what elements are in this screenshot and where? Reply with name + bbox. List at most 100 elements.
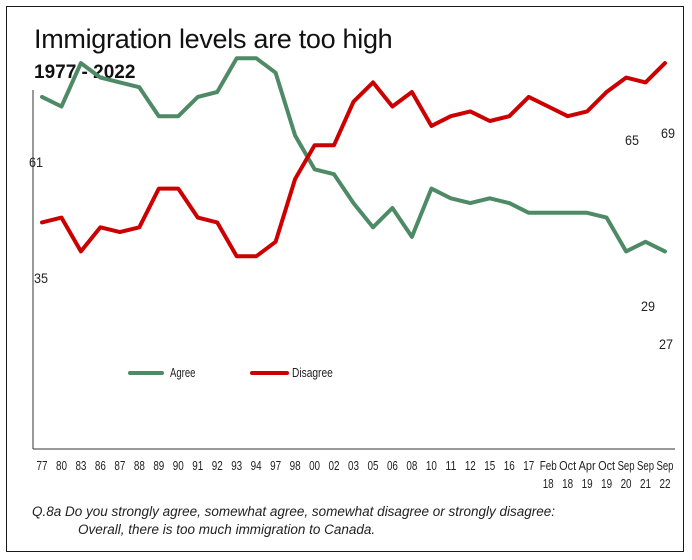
x-tick-label: 18 bbox=[543, 477, 554, 491]
disagree-data-point bbox=[313, 143, 316, 147]
x-tick-label: Sep bbox=[637, 459, 654, 473]
x-tick-label: 94 bbox=[251, 459, 262, 473]
agree-data-point bbox=[507, 201, 511, 205]
agree-data-point bbox=[137, 85, 141, 89]
disagree-data-point bbox=[254, 254, 258, 258]
x-tick-label: 12 bbox=[465, 459, 476, 473]
x-tick-label: 98 bbox=[290, 459, 301, 473]
agree-data-point bbox=[40, 95, 44, 99]
disagree-series-line bbox=[40, 61, 667, 259]
x-tick-label: 20 bbox=[621, 477, 632, 491]
disagree-data-point bbox=[157, 187, 161, 191]
disagree-data-point bbox=[79, 250, 83, 253]
x-tick-label: 86 bbox=[95, 459, 106, 473]
x-tick-label: 15 bbox=[484, 459, 495, 473]
disagree-data-label: 65 bbox=[625, 132, 639, 148]
chart-title: Immigration levels are too high bbox=[34, 24, 393, 54]
x-tick-label: 77 bbox=[37, 459, 48, 473]
line-chart: 77 80 83 86 87 88 89 90 91 92 93 94 97 98 00 02 03 05 06 08… bbox=[29, 56, 675, 491]
disagree-data-point bbox=[585, 109, 589, 113]
x-tick-label: 21 bbox=[640, 477, 651, 491]
x-tick-label: Oct bbox=[598, 459, 615, 473]
agree-data-point bbox=[157, 114, 161, 118]
disagree-data-point bbox=[429, 124, 433, 128]
disagree-data-point bbox=[60, 216, 63, 220]
agree-data-point bbox=[118, 80, 122, 84]
x-tick-label: 83 bbox=[75, 459, 86, 473]
agree-data-point bbox=[176, 114, 180, 118]
agree-data-label: 27 bbox=[659, 336, 673, 352]
x-tick-label: 92 bbox=[212, 459, 223, 473]
disagree-data-point bbox=[605, 90, 608, 94]
x-tick-label: 16 bbox=[504, 459, 515, 473]
x-tick-label: 17 bbox=[523, 459, 534, 473]
x-tick-label: Sep bbox=[618, 459, 635, 473]
question-note-continued: Overall, there is too much immigration t… bbox=[78, 522, 376, 537]
agree-data-point bbox=[79, 61, 83, 65]
disagree-data-point bbox=[137, 225, 141, 229]
agree-data-point bbox=[352, 201, 355, 205]
x-tick-label: 08 bbox=[406, 459, 417, 473]
x-tick-label: Sep bbox=[657, 459, 674, 473]
disagree-data-point bbox=[546, 105, 550, 108]
x-tick-label: 93 bbox=[231, 459, 242, 473]
agree-data-point bbox=[293, 134, 297, 137]
disagree-data-point bbox=[176, 187, 180, 191]
disagree-data-point bbox=[235, 254, 239, 258]
agree-data-point bbox=[196, 95, 200, 99]
disagree-data-point bbox=[663, 61, 667, 65]
disagree-data-point bbox=[196, 216, 200, 220]
agree-data-point bbox=[332, 172, 336, 176]
agree-data-point bbox=[391, 206, 394, 210]
x-tick-label: Feb bbox=[540, 459, 557, 473]
chart-subtitle: 1977 - 2022 bbox=[34, 62, 136, 83]
x-tick-label: 97 bbox=[270, 459, 281, 473]
agree-data-point bbox=[410, 235, 414, 239]
agree-data-point bbox=[429, 187, 433, 191]
disagree-data-point bbox=[527, 95, 531, 99]
x-tick-label: 18 bbox=[562, 477, 573, 491]
agree-data-point bbox=[605, 216, 608, 220]
disagree-data-label: 69 bbox=[661, 125, 675, 141]
disagree-data-point bbox=[293, 177, 297, 181]
question-note: Q.8a Do you strongly agree, somewhat agr… bbox=[32, 504, 556, 519]
agree-data-point bbox=[215, 90, 219, 94]
disagree-data-point bbox=[468, 109, 472, 113]
x-tick-label: Apr bbox=[579, 459, 596, 473]
disagree-data-point bbox=[624, 76, 628, 79]
legend-agree-label: Agree bbox=[170, 366, 196, 380]
x-tick-label: 19 bbox=[582, 477, 593, 491]
agree-data-point bbox=[624, 250, 628, 253]
x-tick-label: 90 bbox=[173, 459, 184, 473]
agree-data-point bbox=[371, 225, 375, 229]
disagree-data-point bbox=[566, 114, 570, 118]
disagree-data-point bbox=[410, 90, 414, 94]
x-tick-label: 91 bbox=[192, 459, 203, 473]
disagree-data-point bbox=[40, 221, 44, 224]
agree-data-point bbox=[644, 240, 647, 244]
disagree-data-point bbox=[99, 225, 102, 229]
agree-data-point bbox=[313, 167, 316, 171]
x-tick-label: 89 bbox=[153, 459, 164, 473]
agree-data-point bbox=[566, 211, 570, 215]
agree-data-label: 29 bbox=[641, 298, 655, 314]
x-tick-label: 00 bbox=[309, 459, 320, 473]
x-tick-label: 10 bbox=[426, 459, 437, 473]
x-tick-label: 87 bbox=[114, 459, 125, 473]
disagree-data-point bbox=[274, 240, 278, 244]
x-tick-label: 06 bbox=[387, 459, 398, 473]
disagree-data-point bbox=[118, 230, 122, 234]
agree-data-point bbox=[254, 56, 258, 60]
x-tick-label: 05 bbox=[367, 459, 378, 473]
disagree-data-point bbox=[449, 114, 453, 118]
disagree-data-point bbox=[371, 80, 375, 84]
disagree-data-point bbox=[215, 221, 219, 224]
agree-data-point bbox=[99, 76, 102, 79]
legend-disagree-label: Disagree bbox=[292, 366, 333, 380]
chart-frame bbox=[6, 6, 684, 552]
x-tick-label: 19 bbox=[601, 477, 612, 491]
x-tick-label: 80 bbox=[56, 459, 67, 473]
disagree-data-point bbox=[488, 119, 492, 123]
x-tick-label: 22 bbox=[660, 477, 671, 491]
agree-data-label: 61 bbox=[29, 154, 43, 170]
